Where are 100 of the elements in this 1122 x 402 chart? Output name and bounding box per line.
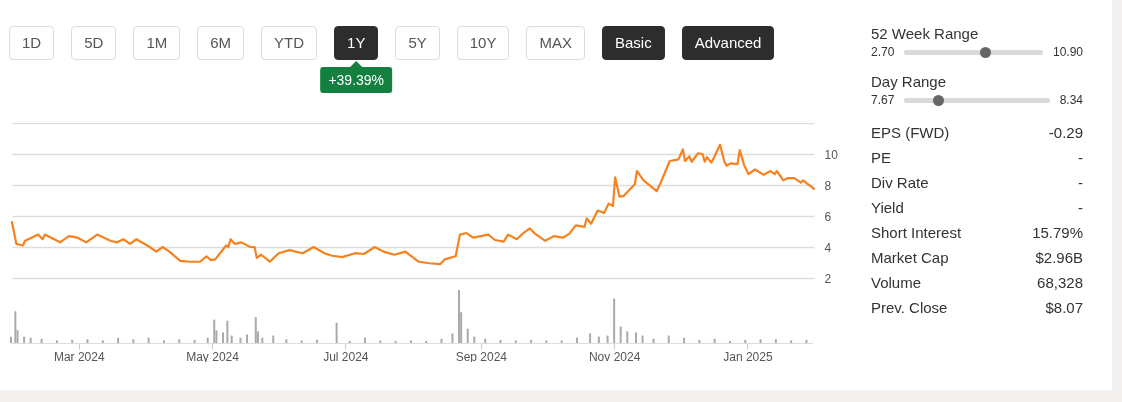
- text: 1M: [133, 26, 181, 60]
- bar: [545, 340, 548, 343]
- bar: [530, 339, 533, 343]
- text: +39.39%: [320, 67, 393, 93]
- bar: [71, 339, 74, 343]
- y-tick-label: 10: [824, 147, 839, 162]
- text: Advanced: [681, 26, 775, 60]
- bar: [23, 336, 26, 343]
- bar: [193, 339, 196, 343]
- x-tick-label: Jul 2024: [323, 349, 369, 364]
- bar: [162, 340, 165, 343]
- bar: [409, 340, 412, 343]
- bar: [626, 331, 629, 343]
- bar: [254, 317, 257, 343]
- bar: [698, 339, 701, 343]
- bar: [457, 290, 460, 343]
- bar: [364, 337, 367, 343]
- y-tick-label: 8: [824, 178, 832, 193]
- bar: [117, 337, 120, 343]
- bar: [272, 335, 275, 343]
- bar: [335, 322, 338, 343]
- x-tick-label: Jan 2025: [723, 349, 773, 364]
- bar: [261, 337, 264, 343]
- bar: [213, 319, 216, 343]
- bar: [466, 328, 469, 343]
- bar: [484, 338, 487, 343]
- bar: [560, 340, 563, 343]
- bar: [300, 340, 303, 343]
- text: 6M: [197, 26, 245, 60]
- y-tick-label: 2: [824, 271, 832, 286]
- text: Volume: [871, 273, 922, 293]
- bar: [394, 340, 397, 343]
- bar: [473, 336, 476, 343]
- bar: [634, 332, 637, 343]
- bar: [597, 336, 600, 343]
- bar: [101, 340, 104, 343]
- bar: [147, 337, 150, 343]
- bar: [589, 333, 592, 343]
- bar: [652, 338, 655, 343]
- bar: [379, 340, 382, 343]
- text: Prev. Close: [871, 298, 948, 318]
- text: 52 Week Range: [871, 24, 980, 44]
- bar: [499, 339, 502, 343]
- text: Market Cap: [871, 248, 949, 268]
- text: 1D: [9, 26, 55, 60]
- bar: [14, 311, 17, 343]
- bar: [728, 340, 731, 343]
- bar: [86, 339, 89, 343]
- text: -0.29: [1048, 123, 1083, 143]
- bar: [759, 339, 762, 343]
- y-tick-label: 6: [824, 209, 832, 224]
- text: $8.07: [1045, 298, 1083, 318]
- bar: [285, 339, 288, 343]
- bar: [683, 337, 686, 343]
- text: MAX: [526, 26, 585, 60]
- bar: [246, 334, 249, 343]
- bar: [440, 338, 443, 343]
- text: -: [1078, 198, 1083, 218]
- text: EPS (FWD): [871, 123, 950, 143]
- text: PE: [871, 148, 892, 168]
- bar: [40, 338, 43, 343]
- text: 1Y: [334, 26, 379, 60]
- text: 8.34: [1059, 92, 1083, 108]
- bar: [132, 339, 135, 343]
- bar: [425, 340, 428, 343]
- text: 15.79%: [1032, 223, 1083, 243]
- text: -: [1078, 148, 1083, 168]
- bar: [613, 298, 616, 343]
- bar: [619, 326, 622, 343]
- bar: [226, 320, 229, 343]
- bar: [514, 340, 517, 343]
- text: Basic: [602, 26, 665, 60]
- bar: [55, 340, 58, 343]
- x-tick-label: Mar 2024: [53, 349, 105, 364]
- text: 2.70: [871, 44, 895, 60]
- bar: [315, 339, 318, 343]
- x-tick-label: Nov 2024: [588, 349, 641, 364]
- bar: [29, 337, 32, 343]
- text: -: [1078, 173, 1083, 193]
- text: 5Y: [395, 26, 440, 60]
- bar: [575, 337, 578, 343]
- bar: [221, 332, 224, 343]
- text: Div Rate: [871, 173, 929, 193]
- bar: [667, 335, 670, 343]
- bar: [774, 339, 777, 343]
- bar: [10, 336, 12, 343]
- bar: [348, 340, 351, 343]
- text: Day Range: [871, 72, 948, 92]
- bar: [790, 340, 793, 343]
- text: 68,328: [1037, 273, 1083, 293]
- text: $2.96B: [1035, 248, 1083, 268]
- bar: [451, 333, 454, 343]
- bar: [230, 335, 233, 343]
- line-series: [10, 143, 816, 266]
- text: Yield: [871, 198, 904, 218]
- text: 10.90: [1052, 44, 1083, 60]
- text: YTD: [261, 26, 318, 60]
- bar: [744, 339, 747, 343]
- bar: [805, 339, 808, 343]
- text: 5D: [71, 26, 117, 60]
